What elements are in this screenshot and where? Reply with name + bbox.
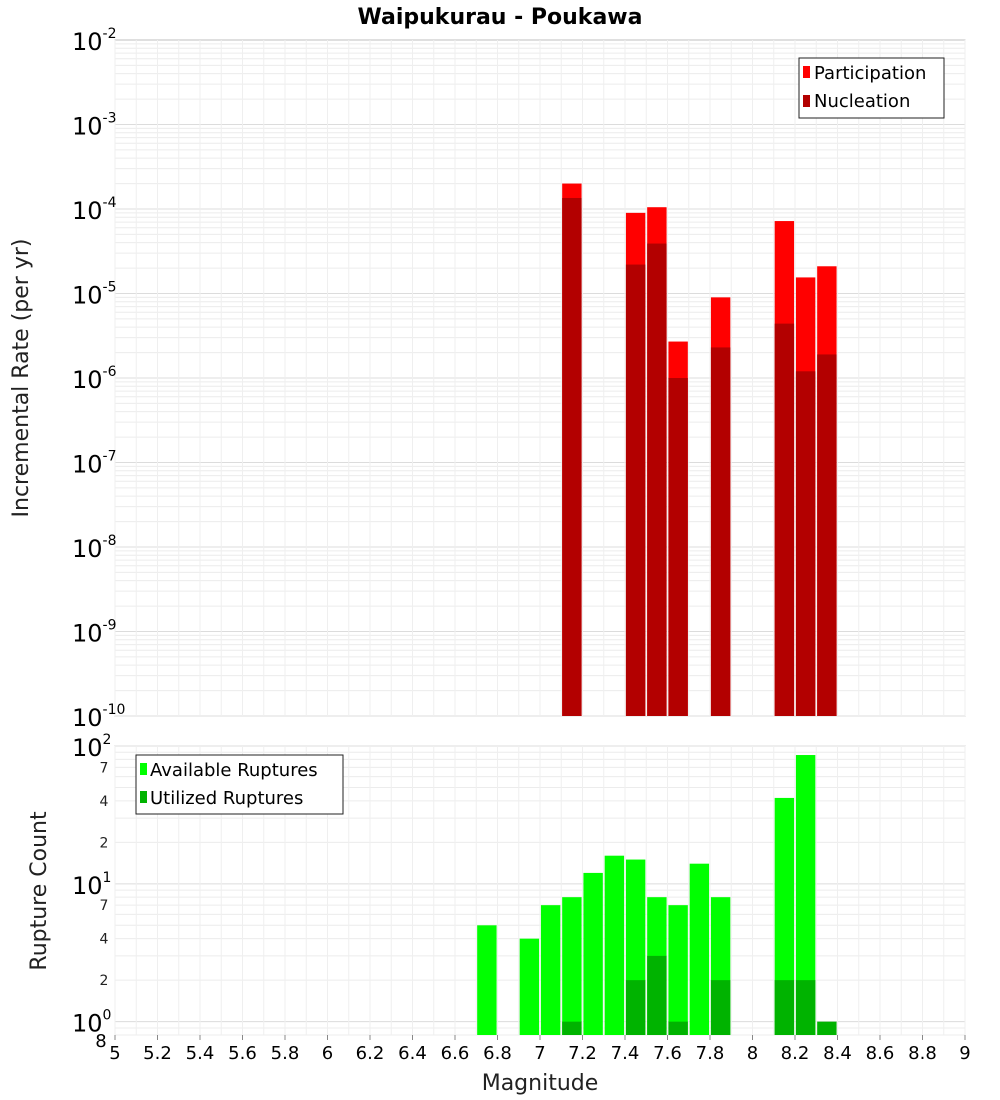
legend-swatch-available — [140, 763, 147, 775]
bar-nucleation — [710, 347, 731, 716]
bar-available-ruptures — [689, 863, 710, 1035]
bar-utilized-ruptures — [647, 955, 667, 1035]
bar-utilized-ruptures — [710, 980, 731, 1035]
rate-plot-legend-box — [798, 57, 945, 119]
rupture-count-bars — [477, 755, 837, 1035]
bar-utilized-ruptures — [795, 980, 816, 1035]
bar-utilized-ruptures — [625, 980, 646, 1035]
bar-nucleation — [795, 371, 816, 716]
bar-nucleation — [817, 354, 837, 716]
bar-available-ruptures — [795, 755, 816, 1035]
magnitude-x-axis-label: Magnitude — [482, 1071, 599, 1096]
x-tick-label: 7.2 — [568, 1043, 597, 1064]
y-tick-label: 2 — [100, 835, 109, 851]
rate-plot-bars — [562, 183, 837, 716]
y-tick-label: 10-5 — [72, 280, 117, 310]
x-tick-label: 5.2 — [143, 1043, 172, 1064]
y-tick-label: 10-6 — [72, 364, 117, 394]
bar-available-ruptures — [668, 905, 688, 1035]
x-tick-label: 6.2 — [356, 1043, 385, 1064]
y-tick-label: 4 — [100, 932, 109, 948]
bar-nucleation — [562, 197, 582, 716]
bar-utilized-ruptures — [562, 1021, 582, 1035]
bar-available-ruptures — [477, 925, 497, 1035]
bar-nucleation — [774, 323, 795, 716]
x-tick-label: 7 — [534, 1043, 545, 1064]
rate-plot: 10-10 10-9 10-8 10-7 10-6 10-5 10-4 10-3 10-2 In… — [9, 26, 966, 732]
rupture-count-legend-box — [135, 754, 344, 815]
bar-utilized-ruptures — [668, 1021, 688, 1035]
bar-utilized-ruptures — [774, 980, 795, 1035]
y-tick-label: 8 — [95, 1031, 106, 1052]
x-tick-label: 6.4 — [398, 1043, 427, 1064]
x-tick-label: 5.8 — [271, 1043, 300, 1064]
bar-nucleation — [647, 243, 667, 716]
rupture-count-y-axis-label: Rupture Count — [27, 811, 52, 971]
rate-plot-gridlines — [114, 40, 966, 717]
x-tick-label: 7.8 — [696, 1043, 725, 1064]
rupture-count-legend: Available Ruptures Utilized Ruptures — [135, 754, 344, 815]
chart-title: Waipukurau - Poukawa — [358, 5, 643, 30]
y-tick-label: 10-2 — [72, 26, 117, 56]
x-tick-label: 8 — [747, 1043, 758, 1064]
magnitude-x-ticks: 5 5.2 5.4 5.6 5.8 6 6.2 6.4 6.6 6.8 7 7.2 7.4 7.6 7.8 8… — [109, 1035, 971, 1064]
legend-label-nucleation: Nucleation — [814, 91, 910, 112]
bar-nucleation — [668, 378, 688, 716]
y-tick-label: 10-9 — [72, 618, 117, 648]
bar-utilized-ruptures — [817, 1021, 837, 1035]
legend-label-participation: Participation — [814, 63, 926, 84]
rate-plot-y-axis-label: Incremental Rate (per yr) — [9, 239, 34, 518]
legend-label-utilized: Utilized Ruptures — [150, 788, 303, 809]
bar-available-ruptures — [583, 872, 603, 1035]
legend-label-available: Available Ruptures — [150, 760, 318, 781]
y-tick-label: 101 — [72, 870, 111, 900]
x-tick-label: 7.4 — [611, 1043, 640, 1064]
x-tick-label: 8.6 — [866, 1043, 895, 1064]
y-tick-label: 4 — [100, 794, 109, 810]
x-tick-label: 6.8 — [483, 1043, 512, 1064]
y-tick-label: 7 — [100, 760, 109, 776]
x-tick-label: 5.6 — [228, 1043, 257, 1064]
x-tick-label: 8.8 — [908, 1043, 937, 1064]
legend-swatch-utilized — [140, 791, 147, 803]
bar-available-ruptures — [604, 855, 625, 1035]
bar-available-ruptures — [519, 938, 540, 1035]
bar-available-ruptures — [540, 905, 561, 1035]
x-tick-label: 8.4 — [823, 1043, 852, 1064]
x-tick-label: 6 — [322, 1043, 333, 1064]
rate-plot-y-ticks: 10-10 10-9 10-8 10-7 10-6 10-5 10-4 10-3 10-2 — [72, 26, 125, 732]
y-tick-label: 7 — [100, 898, 109, 914]
x-tick-label: 9 — [959, 1043, 970, 1064]
bar-available-ruptures — [562, 897, 582, 1035]
x-tick-label: 6.6 — [441, 1043, 470, 1064]
y-tick-label: 10-8 — [72, 533, 117, 563]
y-tick-label: 10-4 — [72, 195, 117, 225]
bar-available-ruptures — [774, 797, 795, 1035]
x-tick-label: 7.6 — [653, 1043, 682, 1064]
x-tick-label: 5 — [109, 1043, 120, 1064]
y-tick-label: 10-3 — [72, 111, 117, 141]
x-tick-label: 5.4 — [186, 1043, 215, 1064]
legend-swatch-nucleation — [803, 95, 810, 107]
x-tick-label: 8.2 — [781, 1043, 810, 1064]
y-tick-label: 10-10 — [72, 702, 125, 732]
y-tick-label: 100 — [72, 1008, 111, 1038]
legend-swatch-participation — [803, 66, 810, 78]
rate-plot-legend: Participation Nucleation — [798, 57, 945, 119]
y-tick-label: 10-7 — [72, 449, 117, 479]
y-tick-label: 2 — [100, 973, 109, 989]
bar-nucleation — [625, 264, 646, 716]
y-tick-label: 102 — [72, 732, 111, 762]
